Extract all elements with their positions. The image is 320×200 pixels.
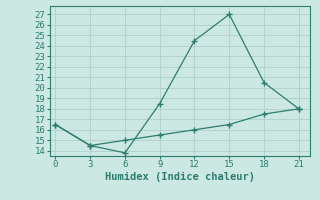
X-axis label: Humidex (Indice chaleur): Humidex (Indice chaleur) — [105, 172, 255, 182]
